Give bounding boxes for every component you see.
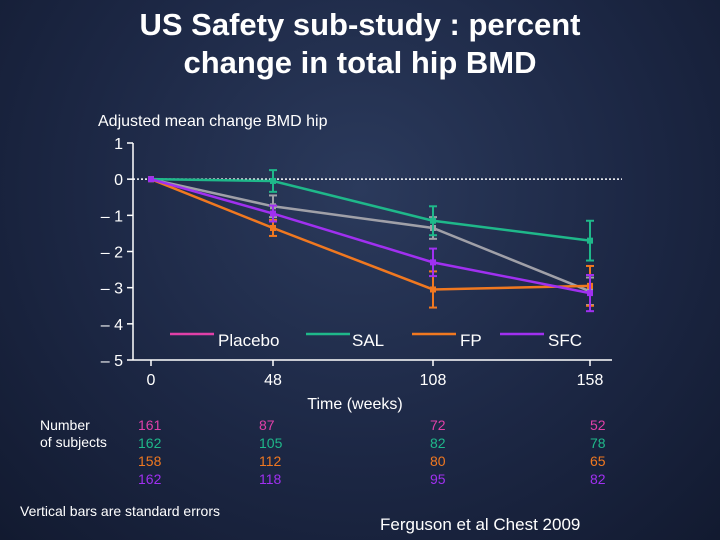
y-tick-label: – 1 xyxy=(101,208,123,225)
legend-label-sal: SAL xyxy=(352,331,384,350)
y-tick-label: – 5 xyxy=(101,353,123,370)
legend-label-placebo: Placebo xyxy=(218,331,279,350)
series-line-sal xyxy=(150,177,591,242)
x-axis-label: Time (weeks) xyxy=(307,396,402,413)
data-point-sal xyxy=(587,237,593,244)
y-tick-label: 0 xyxy=(114,172,123,189)
subjects-label-line-2: of subjects xyxy=(40,434,107,450)
subject-count: 80 xyxy=(430,453,446,469)
y-axis-label: Adjusted mean change BMD hip xyxy=(98,113,328,130)
subject-count: 95 xyxy=(430,471,446,487)
subject-count: 162 xyxy=(138,471,162,487)
subject-count: 162 xyxy=(138,435,162,451)
y-tick-label: – 2 xyxy=(101,245,123,262)
series-line-placebo xyxy=(150,177,591,293)
x-tick-label: 108 xyxy=(420,372,447,389)
subject-count: 161 xyxy=(138,417,162,433)
data-point-sal xyxy=(430,217,436,224)
subject-count: 82 xyxy=(590,471,606,487)
series-line-fp xyxy=(150,178,591,291)
data-point-fp xyxy=(270,224,276,231)
subject-count: 78 xyxy=(590,435,606,451)
subject-count: 112 xyxy=(259,453,282,469)
citation: Ferguson et al Chest 2009 xyxy=(380,515,581,534)
x-tick-label: 0 xyxy=(147,372,156,389)
data-point-sfc xyxy=(270,210,276,217)
y-tick-label: 1 xyxy=(114,136,123,153)
data-point-sfc xyxy=(148,176,154,183)
series-line-sfc xyxy=(150,177,591,295)
data-point-sal xyxy=(270,177,276,184)
legend-label-fp: FP xyxy=(460,331,482,350)
title-line-2: change in total hip BMD xyxy=(183,45,537,80)
title-line-1: US Safety sub-study : percent xyxy=(139,7,581,42)
data-point-sfc xyxy=(430,259,436,266)
subject-count: 52 xyxy=(590,417,606,433)
data-point-sfc xyxy=(587,290,593,297)
footnote: Vertical bars are standard errors xyxy=(20,503,220,519)
legend-label-sfc: SFC xyxy=(548,331,582,350)
subject-count: 105 xyxy=(259,435,283,451)
slide-title: US Safety sub-study : percent change in … xyxy=(0,6,720,82)
subjects-label-line-1: Number xyxy=(40,417,90,433)
y-tick-label: – 3 xyxy=(101,281,123,298)
data-point-fp xyxy=(430,286,436,293)
y-tick-label: – 4 xyxy=(101,317,123,334)
x-tick-label: 158 xyxy=(577,372,604,389)
x-tick-label: 48 xyxy=(264,372,282,389)
subject-count: 158 xyxy=(138,453,162,469)
subject-count: 87 xyxy=(259,417,275,433)
subject-count: 82 xyxy=(430,435,446,451)
subject-count: 72 xyxy=(430,417,446,433)
subject-count: 118 xyxy=(259,471,282,487)
subject-count: 65 xyxy=(590,453,606,469)
